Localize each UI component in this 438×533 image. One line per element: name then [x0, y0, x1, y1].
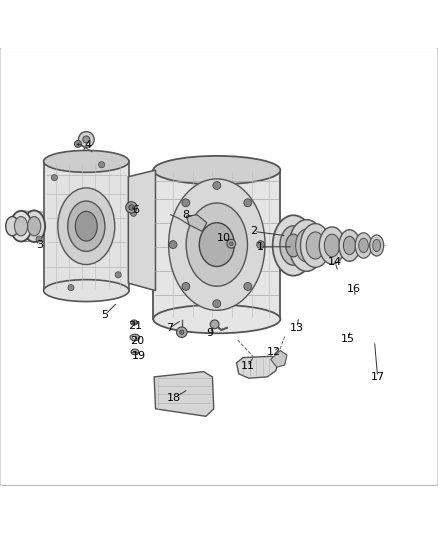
Text: 10: 10	[216, 233, 230, 243]
Circle shape	[177, 327, 187, 337]
Circle shape	[227, 239, 236, 248]
Circle shape	[210, 320, 219, 329]
Ellipse shape	[67, 201, 105, 252]
Ellipse shape	[186, 203, 247, 286]
Ellipse shape	[75, 211, 97, 241]
Ellipse shape	[280, 226, 307, 265]
Circle shape	[68, 285, 74, 290]
Text: 9: 9	[206, 328, 213, 338]
Circle shape	[129, 205, 134, 210]
Circle shape	[78, 132, 94, 147]
Ellipse shape	[355, 233, 372, 258]
Text: 19: 19	[132, 351, 146, 361]
Ellipse shape	[169, 179, 265, 310]
Circle shape	[244, 282, 252, 290]
Ellipse shape	[359, 238, 368, 253]
Ellipse shape	[23, 211, 45, 242]
Circle shape	[180, 330, 184, 334]
Ellipse shape	[11, 211, 32, 241]
Text: 5: 5	[102, 310, 109, 320]
Circle shape	[99, 161, 105, 168]
Polygon shape	[186, 215, 207, 231]
Text: 16: 16	[347, 284, 361, 294]
Circle shape	[51, 174, 57, 181]
Ellipse shape	[44, 150, 129, 172]
Ellipse shape	[14, 216, 28, 236]
Ellipse shape	[272, 215, 314, 276]
Ellipse shape	[339, 230, 360, 261]
Ellipse shape	[286, 234, 301, 257]
Circle shape	[74, 140, 81, 147]
Polygon shape	[153, 170, 280, 319]
Ellipse shape	[28, 216, 41, 236]
Circle shape	[115, 272, 121, 278]
Circle shape	[182, 199, 190, 207]
Polygon shape	[237, 356, 278, 378]
Text: 14: 14	[328, 257, 342, 267]
Text: 3: 3	[36, 240, 43, 251]
Ellipse shape	[373, 239, 381, 252]
Text: 7: 7	[166, 323, 173, 333]
Circle shape	[131, 210, 137, 216]
Ellipse shape	[300, 223, 330, 268]
Ellipse shape	[153, 156, 280, 184]
Polygon shape	[271, 351, 287, 367]
Ellipse shape	[130, 334, 140, 341]
Text: 13: 13	[290, 323, 304, 333]
Ellipse shape	[153, 305, 280, 333]
Text: 15: 15	[341, 334, 355, 344]
Circle shape	[126, 201, 137, 213]
Text: 1: 1	[257, 242, 264, 252]
Ellipse shape	[58, 188, 115, 264]
Circle shape	[83, 136, 90, 143]
Ellipse shape	[44, 280, 129, 302]
Text: 4: 4	[84, 140, 91, 150]
Text: 2: 2	[251, 227, 258, 237]
Polygon shape	[44, 161, 129, 290]
Circle shape	[36, 236, 42, 242]
Text: 12: 12	[267, 347, 281, 357]
Ellipse shape	[131, 349, 139, 355]
Circle shape	[213, 182, 221, 189]
Ellipse shape	[199, 223, 234, 266]
Circle shape	[244, 199, 252, 207]
Ellipse shape	[319, 227, 345, 264]
Ellipse shape	[6, 216, 19, 236]
Ellipse shape	[324, 234, 340, 257]
Circle shape	[230, 242, 233, 246]
FancyBboxPatch shape	[0, 47, 438, 486]
Text: 6: 6	[132, 205, 139, 215]
Text: 18: 18	[167, 393, 181, 403]
Text: 20: 20	[130, 336, 144, 346]
Polygon shape	[128, 170, 155, 290]
Circle shape	[213, 300, 221, 308]
Circle shape	[182, 282, 190, 290]
Ellipse shape	[296, 229, 318, 262]
Text: 11: 11	[240, 361, 254, 372]
Text: 8: 8	[183, 210, 190, 220]
Ellipse shape	[131, 320, 138, 325]
Polygon shape	[154, 372, 214, 416]
Circle shape	[169, 241, 177, 248]
Ellipse shape	[343, 236, 356, 255]
Ellipse shape	[133, 336, 137, 339]
Ellipse shape	[289, 220, 324, 271]
Text: 17: 17	[371, 372, 385, 382]
Circle shape	[257, 241, 265, 248]
Text: 21: 21	[128, 321, 142, 330]
Ellipse shape	[306, 232, 325, 259]
Ellipse shape	[370, 235, 384, 256]
